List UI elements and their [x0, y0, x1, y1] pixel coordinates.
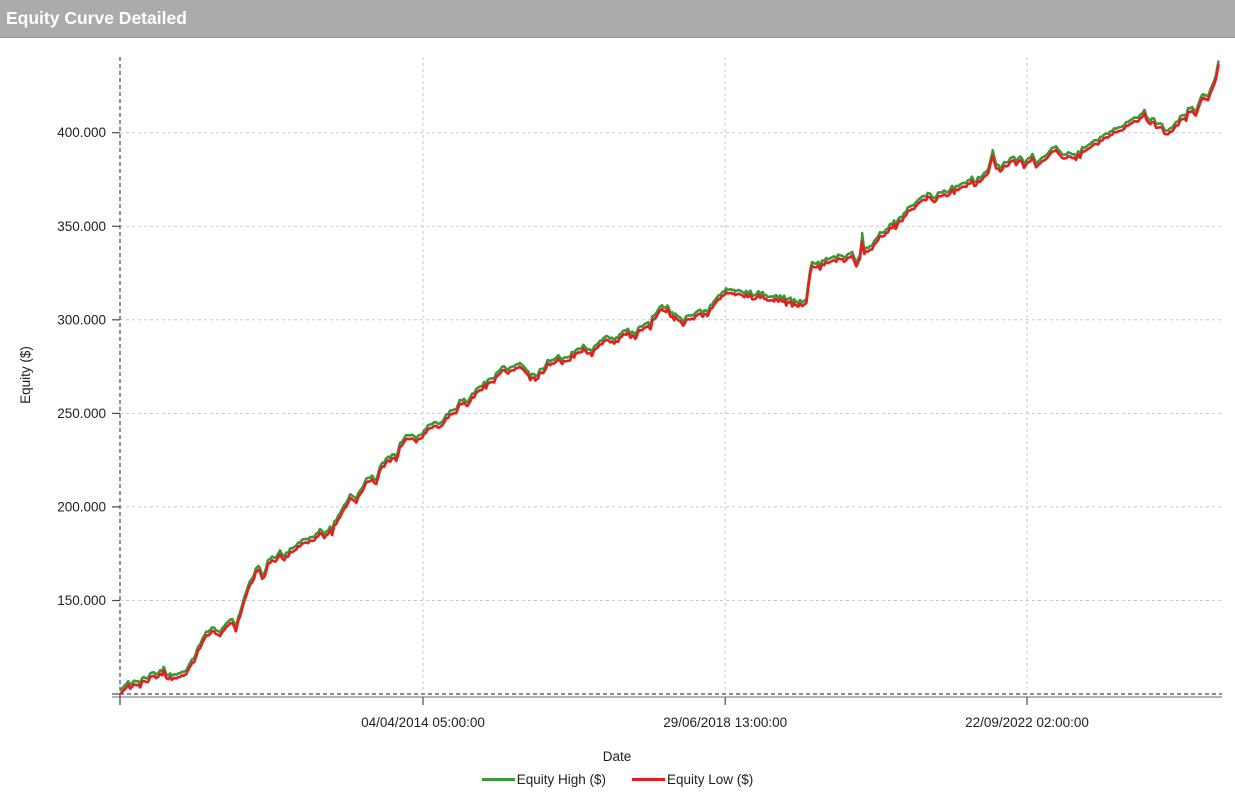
legend-label-equity-low: Equity Low ($)	[667, 772, 754, 787]
chart-legend: Equity High ($) Equity Low ($)	[0, 772, 1235, 787]
equity-low-line	[119, 63, 1220, 695]
panel-title: Equity Curve Detailed	[6, 8, 187, 28]
y-axis-tick-labels: 150.000 200.000 250.000 300.000 350.000 …	[57, 125, 106, 608]
y-axis-title: Equity ($)	[18, 346, 33, 404]
y-tick-label-300: 300.000	[57, 312, 106, 327]
x-tick-label-2022: 22/09/2022 02:00:00	[965, 715, 1089, 730]
legend-item-equity-high: Equity High ($)	[481, 772, 606, 787]
x-tick-label-2018: 29/06/2018 13:00:00	[663, 715, 787, 730]
plot-layer	[112, 57, 1222, 705]
x-tick-label-2014: 04/04/2014 05:00:00	[361, 715, 485, 730]
y-tick-label-150: 150.000	[57, 593, 106, 608]
legend-label-equity-high: Equity High ($)	[516, 772, 606, 787]
chart-plot-area[interactable]	[120, 57, 1222, 694]
y-tick-label-400: 400.000	[57, 125, 106, 140]
y-tick-label-350: 350.000	[57, 219, 106, 234]
x-axis-tick-labels: 04/04/2014 05:00:00 29/06/2018 13:00:00 …	[361, 715, 1089, 730]
y-tick-label-200: 200.000	[57, 499, 106, 514]
equity-high-line-swatch	[481, 778, 515, 781]
x-axis-title: Date	[603, 749, 632, 764]
y-tick-label-250: 250.000	[57, 406, 106, 421]
panel-title-bar: Equity Curve Detailed	[0, 0, 1235, 38]
equity-low-line-swatch	[632, 778, 665, 781]
legend-item-equity-low: Equity Low ($)	[632, 772, 753, 787]
equity-high-line	[119, 60, 1220, 692]
